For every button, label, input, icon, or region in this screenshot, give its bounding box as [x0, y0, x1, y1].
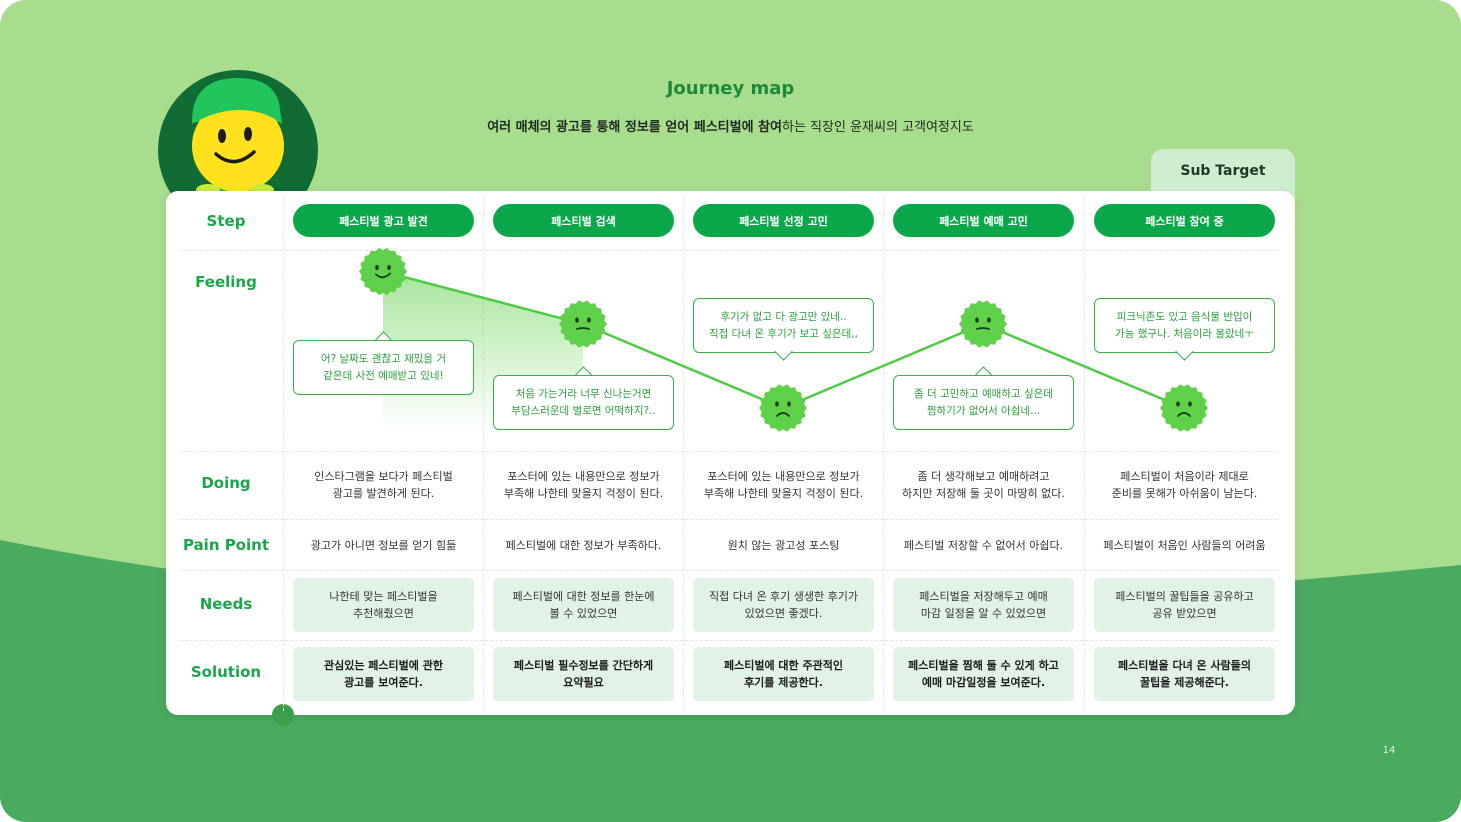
column-divider	[1084, 197, 1085, 711]
solution-box-5: 페스티벌을 다녀 온 사람들의 꿀팁을 제공해준다.	[1094, 647, 1275, 701]
row-label-feeling: Feeling	[195, 273, 257, 291]
step-pill-3[interactable]: 페스티벌 선정 고민	[693, 204, 874, 237]
row-divider	[180, 519, 1278, 520]
subtitle-rest: 하는 직장인 윤재씨의 고객여정지도	[782, 120, 974, 135]
needs-box-4: 페스티벌을 저장해두고 예매 마감 일정을 알 수 있었으면	[893, 578, 1074, 632]
page-number: 14	[1382, 745, 1396, 756]
row-divider	[180, 250, 1278, 251]
feeling-bubble-4: 좀 더 고민하고 예매하고 싶은데 찜하기가 없어서 아쉽네...	[893, 375, 1074, 430]
pain-cell-4: 페스티벌 저장할 수 없어서 아쉽다.	[903, 539, 1064, 552]
row-label-solution: Solution	[190, 663, 262, 681]
solution-box-4: 페스티벌을 찜해 둘 수 있게 하고 예매 마감일정을 보여준다.	[893, 647, 1074, 701]
step-pill-2[interactable]: 페스티벌 검색	[493, 204, 674, 237]
row-label-pain-point: Pain Point	[182, 536, 270, 554]
step-pill-1[interactable]: 페스티벌 광고 발견	[293, 204, 474, 237]
feeling-bubble-2: 처음 가는거라 너무 신나는거면 부담스러운데 별로면 어떡하지?..	[493, 375, 674, 430]
page-subtitle: 여러 매체의 광고를 통해 정보를 얻어 페스티벌에 참여하는 직장인 윤재씨의…	[0, 116, 1461, 135]
card-knob	[272, 704, 294, 726]
row-divider	[180, 570, 1278, 571]
solution-box-3: 페스티벌에 대한 주관적인 후기를 제공한다.	[693, 647, 874, 701]
doing-cell-5: 페스티벌이 처음이라 제대로 준비를 못해가 아쉬움이 남는다.	[1111, 470, 1258, 500]
pain-cell-5: 페스티벌이 처음인 사람들의 어려움	[1103, 539, 1266, 552]
row-label-needs: Needs	[199, 595, 253, 613]
sub-target-label: Sub Target	[1180, 163, 1266, 179]
needs-box-1: 나한테 맞는 페스티벌을 추천해줬으면	[293, 578, 474, 632]
feeling-face-worried-icon	[1160, 384, 1208, 432]
feeling-face-neutral-icon	[959, 300, 1007, 348]
row-label-doing: Doing	[201, 474, 251, 492]
row-divider	[180, 451, 1278, 452]
subtitle-highlight: 여러 매체의 광고를 통해 정보를 얻어 페스티벌에 참여	[487, 120, 782, 135]
row-label-step: Step	[206, 212, 246, 230]
doing-cell-2: 포스터에 있는 내용만으로 정보가 부족해 나한테 맞을지 걱정이 된다.	[503, 470, 664, 500]
solution-box-2: 페스티벌 필수정보를 간단하게 요약필요	[493, 647, 674, 701]
feeling-face-worried-icon	[759, 384, 807, 432]
needs-box-5: 페스티벌의 꿀팁들을 공유하고 공유 받았으면	[1094, 578, 1275, 632]
step-pill-5[interactable]: 페스티벌 참여 중	[1094, 204, 1275, 237]
feeling-face-neutral-icon	[559, 300, 607, 348]
column-divider	[683, 197, 684, 711]
step-pill-4[interactable]: 페스티벌 예매 고민	[893, 204, 1074, 237]
pain-cell-3: 원치 않는 광고성 포스팅	[727, 539, 840, 552]
column-divider	[283, 197, 284, 711]
row-divider	[180, 640, 1278, 641]
doing-cell-1: 인스타그램을 보다가 페스티벌 광고를 발견하게 된다.	[314, 470, 453, 500]
column-divider	[883, 197, 884, 711]
feeling-face-happy-icon	[359, 247, 407, 296]
doing-cell-3: 포스터에 있는 내용만으로 정보가 부족해 나한테 맞을지 걱정이 된다.	[703, 470, 864, 500]
feeling-bubble-1: 어? 날짜도 괜찮고 재밌을 거 같은데 사전 예매받고 있네!	[293, 340, 474, 395]
column-divider	[483, 197, 484, 711]
pain-cell-1: 광고가 아니면 정보를 얻기 힘듦	[310, 539, 457, 552]
page-title: Journey map	[666, 78, 795, 99]
needs-box-2: 페스티벌에 대한 정보를 한눈에 볼 수 있었으면	[493, 578, 674, 632]
needs-box-3: 직접 다녀 온 후기 생생한 후기가 있었으면 좋겠다.	[693, 578, 874, 632]
solution-box-1: 관심있는 페스티벌에 관한 광고를 보여준다.	[293, 647, 474, 701]
pain-cell-2: 페스티벌에 대한 정보가 부족하다.	[505, 539, 662, 552]
doing-cell-4: 좀 더 생각해보고 예매하려고 하지만 저장해 둘 곳이 마땅히 없다.	[902, 470, 1065, 500]
